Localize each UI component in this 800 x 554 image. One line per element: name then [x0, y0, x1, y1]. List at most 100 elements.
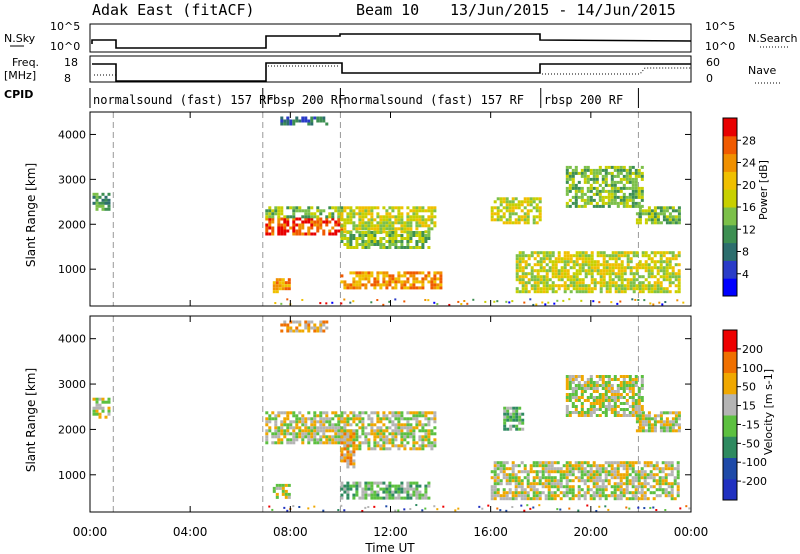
power-cell — [307, 217, 311, 221]
power-cell — [364, 234, 368, 237]
velocity-cell — [506, 406, 510, 410]
power-cell — [298, 119, 302, 123]
velocity-cell — [406, 441, 410, 445]
power-cell — [421, 209, 425, 213]
velocity-cell — [307, 320, 311, 324]
velocity-cell — [104, 400, 108, 404]
power-cell — [535, 221, 539, 225]
power-cell — [346, 240, 350, 243]
power-cell — [640, 165, 644, 169]
velocity-cell — [358, 435, 362, 439]
velocity-colorbar-swatch — [723, 372, 737, 395]
velocity-cell — [343, 432, 347, 436]
velocity-cell — [670, 473, 674, 477]
velocity-cell — [634, 470, 638, 474]
power-cell — [623, 254, 627, 258]
velocity-cell — [505, 479, 509, 483]
velocity-cell — [340, 411, 344, 415]
velocity-cell — [592, 476, 596, 480]
power-cell — [542, 269, 546, 273]
power-cell — [376, 277, 380, 281]
velocity-cell — [625, 384, 629, 387]
velocity-cell — [604, 396, 608, 399]
velocity-cell — [508, 482, 512, 486]
velocity-cell — [628, 479, 632, 483]
velocity-cell — [631, 408, 635, 411]
power-cell — [635, 266, 639, 270]
power-cell — [530, 269, 534, 273]
velocity-cell — [421, 444, 425, 448]
power-cell — [628, 192, 632, 196]
power-cell — [608, 272, 612, 276]
velocity-cell — [580, 405, 584, 408]
power-cell — [538, 218, 542, 222]
velocity-cell — [637, 396, 641, 399]
velocity-cell — [607, 470, 611, 474]
power-cell — [322, 119, 326, 123]
power-cell — [433, 277, 437, 281]
velocity-cell — [343, 453, 347, 457]
power-cell — [674, 290, 678, 294]
power-cell — [313, 215, 317, 219]
velocity-cell — [490, 488, 494, 492]
velocity-cell — [601, 402, 605, 405]
velocity-cell — [496, 491, 500, 495]
velocity-cell — [580, 402, 584, 405]
velocity-cell — [529, 464, 533, 468]
velocity-cell — [292, 426, 296, 430]
power-cell — [584, 290, 588, 294]
velocity-cell — [529, 507, 532, 510]
power-cell — [379, 237, 383, 240]
velocity-cell — [622, 375, 626, 378]
power-cell — [574, 204, 578, 208]
power-cell — [505, 203, 509, 207]
power-cell — [608, 275, 612, 279]
power-cell — [569, 278, 573, 282]
velocity-cell — [346, 450, 350, 454]
power-cell — [539, 281, 543, 285]
velocity-cell — [343, 417, 347, 421]
velocity-cell — [499, 497, 503, 501]
power-cell — [596, 263, 600, 267]
velocity-cell — [637, 408, 641, 411]
velocity-cell — [518, 421, 522, 425]
velocity-cell — [565, 476, 569, 480]
power-cell — [511, 300, 514, 303]
velocity-cell — [418, 493, 422, 497]
power-cell — [280, 232, 284, 236]
power-cell — [352, 300, 355, 303]
velocity-cell — [361, 420, 365, 424]
velocity-cell — [613, 390, 617, 393]
power-cell — [364, 274, 368, 278]
velocity-cell — [559, 473, 563, 477]
velocity-cell — [610, 387, 614, 390]
power-cell — [337, 212, 341, 216]
power-cell — [587, 272, 591, 276]
power-cell — [358, 227, 362, 231]
velocity-cell — [355, 493, 359, 497]
power-cell — [439, 280, 443, 284]
velocity-cell — [529, 485, 533, 489]
velocity-cell — [427, 417, 431, 421]
velocity-cell — [367, 506, 370, 509]
power-cell — [674, 254, 678, 258]
velocity-cell — [352, 435, 356, 439]
velocity-cell — [343, 459, 347, 463]
velocity-cell — [577, 497, 581, 501]
velocity-cell — [319, 414, 323, 418]
velocity-cell — [412, 490, 416, 494]
power-cell — [304, 212, 308, 216]
power-cell — [313, 223, 317, 227]
velocity-cell — [638, 423, 642, 427]
velocity-cell — [613, 488, 617, 492]
velocity-cell — [574, 476, 578, 480]
power-cell — [277, 212, 281, 216]
power-cell — [611, 269, 615, 273]
power-cell — [662, 275, 666, 279]
velocity-cell — [322, 435, 326, 439]
velocity-cell — [658, 494, 662, 498]
power-cell — [92, 195, 96, 199]
power-cell — [412, 231, 416, 234]
beam-label: Beam 10 — [356, 1, 419, 19]
power-cell — [542, 287, 546, 291]
